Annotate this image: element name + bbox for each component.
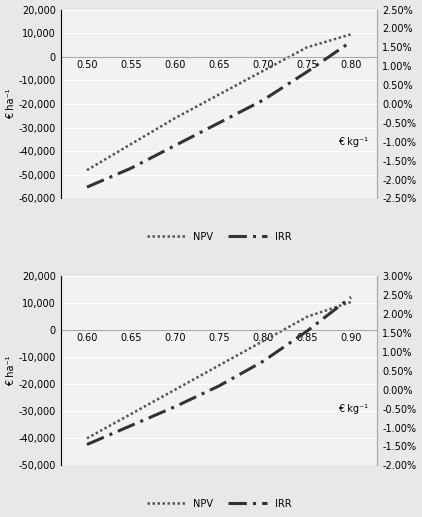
IRR bbox=[128, 422, 133, 429]
IRR bbox=[216, 383, 222, 389]
NPV bbox=[84, 167, 89, 173]
IRR bbox=[304, 69, 309, 75]
IRR bbox=[349, 294, 354, 300]
IRR bbox=[260, 97, 265, 103]
IRR bbox=[304, 328, 309, 334]
NPV bbox=[216, 92, 222, 98]
NPV bbox=[304, 314, 309, 320]
IRR bbox=[128, 165, 133, 171]
IRR bbox=[84, 184, 89, 190]
NPV bbox=[216, 362, 222, 369]
Legend: NPV, IRR: NPV, IRR bbox=[143, 228, 295, 246]
IRR bbox=[84, 442, 89, 448]
IRR bbox=[216, 120, 222, 126]
NPV bbox=[173, 387, 178, 393]
Text: € kg⁻¹: € kg⁻¹ bbox=[338, 137, 368, 147]
Text: € kg⁻¹: € kg⁻¹ bbox=[338, 404, 368, 414]
Legend: NPV, IRR: NPV, IRR bbox=[143, 495, 295, 512]
NPV bbox=[349, 31, 354, 37]
Line: IRR: IRR bbox=[87, 42, 351, 187]
IRR bbox=[349, 39, 354, 45]
IRR bbox=[173, 404, 178, 410]
NPV bbox=[260, 338, 265, 344]
NPV bbox=[84, 435, 89, 442]
Line: IRR: IRR bbox=[87, 297, 351, 445]
NPV bbox=[349, 299, 354, 305]
NPV bbox=[128, 411, 133, 417]
Line: NPV: NPV bbox=[87, 34, 351, 170]
Y-axis label: € ha⁻¹: € ha⁻¹ bbox=[5, 356, 16, 386]
IRR bbox=[173, 143, 178, 149]
NPV bbox=[128, 141, 133, 147]
Line: NPV: NPV bbox=[87, 302, 351, 438]
NPV bbox=[260, 68, 265, 74]
NPV bbox=[304, 44, 309, 51]
Y-axis label: € ha⁻¹: € ha⁻¹ bbox=[5, 89, 16, 119]
NPV bbox=[173, 115, 178, 121]
IRR bbox=[260, 358, 265, 364]
